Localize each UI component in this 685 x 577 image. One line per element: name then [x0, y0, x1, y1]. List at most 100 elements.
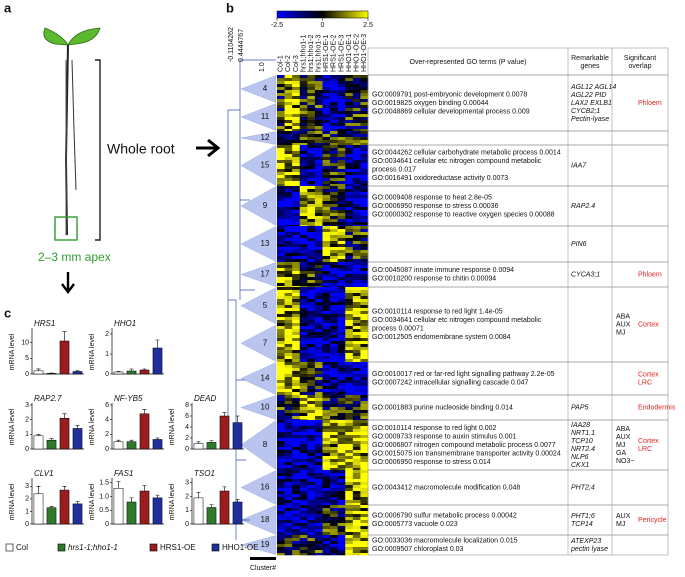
- heatmap-cell: [307, 210, 316, 214]
- column-label: Col-1: [278, 55, 285, 72]
- heatmap-cell: [345, 226, 354, 230]
- heatmap-cell: [307, 529, 316, 533]
- heatmap-cell: [277, 419, 285, 421]
- heatmap-cell: [299, 189, 308, 193]
- error-bar: [129, 368, 134, 371]
- heatmap-cell: [352, 84, 361, 88]
- heatmap-cell: [277, 222, 285, 226]
- heatmap-cell: [352, 508, 361, 512]
- heatmap-cell: [322, 123, 331, 127]
- heatmap-cell: [277, 420, 285, 424]
- heatmap-cell: [337, 320, 346, 324]
- heatmap-cell: [307, 198, 316, 202]
- heatmap-cell: [284, 529, 293, 533]
- heatmap-cell: [292, 523, 301, 527]
- heatmap-cell: [345, 210, 354, 214]
- heatmap-cell: [277, 377, 285, 381]
- cluster-number: 12: [261, 133, 270, 142]
- heatmap-cell: [330, 308, 338, 312]
- heatmap-cell: [360, 253, 369, 257]
- heatmap-cell: [292, 423, 301, 427]
- heatmap-cell: [322, 347, 331, 351]
- tissue-text: LRC: [638, 379, 652, 386]
- heatmap-cell: [330, 198, 338, 202]
- heatmap-cell: [284, 274, 293, 278]
- heatmap-cell: [284, 503, 293, 506]
- bar: [33, 435, 44, 450]
- heatmap-cell: [360, 184, 369, 187]
- heatmap-cell: [330, 423, 338, 427]
- go-text: GO:0015075 ion transmembrane transporter…: [372, 450, 561, 457]
- heatmap-cell: [322, 143, 331, 146]
- heatmap-cell: [330, 395, 338, 399]
- heatmap-cell: [277, 550, 285, 554]
- heatmap-cell: [299, 511, 308, 515]
- legend-label: Col: [16, 543, 28, 552]
- heatmap-cell: [292, 447, 301, 451]
- heatmap-cell: [292, 473, 301, 477]
- heatmap-cell: [337, 476, 346, 480]
- heatmap-cell: [307, 380, 316, 384]
- heatmap-cell: [330, 429, 338, 433]
- error-bar: [49, 438, 54, 441]
- heatmap-cell: [360, 459, 369, 463]
- heatmap-cell: [345, 192, 354, 196]
- heatmap-cell: [330, 93, 338, 97]
- heatmap-cell: [314, 329, 323, 333]
- heatmap-cell: [322, 362, 331, 366]
- heatmap-cell: [292, 259, 301, 263]
- heatmap-cell: [345, 271, 354, 275]
- heatmap-cell: [337, 189, 346, 193]
- heatmap-cell: [299, 374, 308, 378]
- heatmap-cell: [299, 102, 308, 106]
- table-header-cell: Over-represented GO terms (P value): [410, 59, 527, 66]
- marks-text: ABA: [616, 313, 630, 320]
- heatmap-cell: [307, 383, 316, 387]
- heatmap-cell: [299, 105, 308, 109]
- heatmap-cell: [314, 213, 323, 217]
- heatmap-cell: [277, 296, 285, 300]
- heatmap-cell: [322, 520, 331, 524]
- heatmap-cell: [284, 432, 293, 436]
- heatmap-cell: [360, 178, 369, 182]
- heatmap-cell: [277, 157, 285, 161]
- heatmap-cell: [322, 207, 331, 211]
- heatmap-cell: [352, 444, 361, 448]
- heatmap-cell: [330, 404, 338, 408]
- heatmap-cell: [322, 225, 331, 227]
- heatmap-cell: [330, 262, 338, 266]
- heatmap-cell: [307, 511, 316, 515]
- heatmap-cell: [322, 526, 331, 530]
- heatmap-cell: [314, 207, 323, 211]
- heatmap-cell: [307, 350, 316, 354]
- heatmap-cell: [322, 280, 331, 284]
- heatmap-cell: [314, 395, 323, 399]
- heatmap-cell: [337, 96, 346, 100]
- heatmap-cell: [337, 465, 346, 469]
- heatmap-cell: [277, 341, 285, 345]
- heatmap-cell: [284, 459, 293, 463]
- heatmap-cell: [277, 362, 285, 366]
- heatmap-cell: [292, 538, 301, 542]
- chart-title: DEAD: [194, 394, 216, 403]
- heatmap-cell: [330, 277, 338, 281]
- chart-title: CLV1: [34, 469, 54, 478]
- heatmap-cell: [360, 256, 369, 260]
- heatmap-cell: [314, 362, 323, 366]
- heatmap-cell: [284, 335, 293, 339]
- heatmap-cell: [360, 175, 369, 179]
- heatmap-cell: [337, 429, 346, 433]
- heatmap-cell: [360, 432, 369, 436]
- heatmap-cell: [284, 450, 293, 454]
- heatmap-cell: [314, 131, 323, 135]
- heatmap-cell: [284, 544, 293, 548]
- heatmap-cell: [307, 553, 316, 556]
- heatmap-cell: [322, 169, 331, 173]
- heatmap-cell: [307, 404, 316, 408]
- heatmap-cell: [277, 160, 285, 164]
- heatmap-cell: [314, 389, 323, 393]
- heatmap-cell: [352, 450, 361, 454]
- heatmap-cell: [307, 287, 316, 291]
- bar: [232, 422, 243, 450]
- heatmap-cell: [284, 96, 293, 100]
